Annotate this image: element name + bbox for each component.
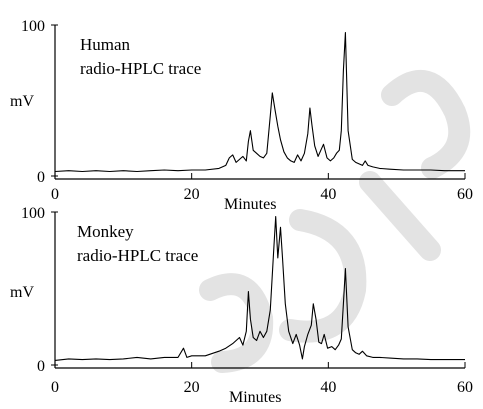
human-trace-panel: Human radio-HPLC trace mV Minutes 0 20 40 6… bbox=[10, 18, 473, 213]
x-tick-label: 40 bbox=[320, 186, 336, 203]
monkey-trace-panel: Monkey radio-HPLC trace mV Minutes 0 20 40… bbox=[10, 205, 473, 406]
x-tick-label: 20 bbox=[184, 186, 200, 203]
y-tick-label: 100 bbox=[21, 18, 45, 35]
x-tick-label: 0 bbox=[51, 379, 59, 396]
y-axis-label: mV bbox=[10, 284, 34, 301]
y-tick-label: 100 bbox=[21, 205, 45, 222]
panel-annotation-line-2: radio-HPLC trace bbox=[80, 59, 201, 78]
y-tick-label: 0 bbox=[37, 169, 45, 186]
trace-marks bbox=[54, 216, 465, 361]
x-axis-label: Minutes bbox=[224, 196, 276, 213]
panel-annotation-line-2: radio-HPLC trace bbox=[77, 246, 198, 265]
y-tick-label: 0 bbox=[37, 358, 45, 375]
panel-annotation-line-1: Human bbox=[80, 35, 131, 54]
axes: 0 20 40 60 0 100 bbox=[21, 18, 473, 203]
y-axis-label: mV bbox=[10, 93, 34, 110]
trace-line bbox=[54, 32, 465, 173]
axes: 0 20 40 60 0 100 bbox=[21, 205, 473, 396]
background-watermark bbox=[199, 70, 471, 373]
x-tick-label: 0 bbox=[51, 186, 59, 203]
trace-line bbox=[54, 216, 465, 361]
x-tick-label: 60 bbox=[457, 186, 473, 203]
x-tick-label: 40 bbox=[320, 379, 336, 396]
x-tick-label: 20 bbox=[184, 379, 200, 396]
x-tick-label: 60 bbox=[457, 379, 473, 396]
panel-annotation-line-1: Monkey bbox=[77, 222, 134, 241]
trace-marks bbox=[54, 32, 465, 173]
x-axis-label: Minutes bbox=[229, 389, 281, 406]
